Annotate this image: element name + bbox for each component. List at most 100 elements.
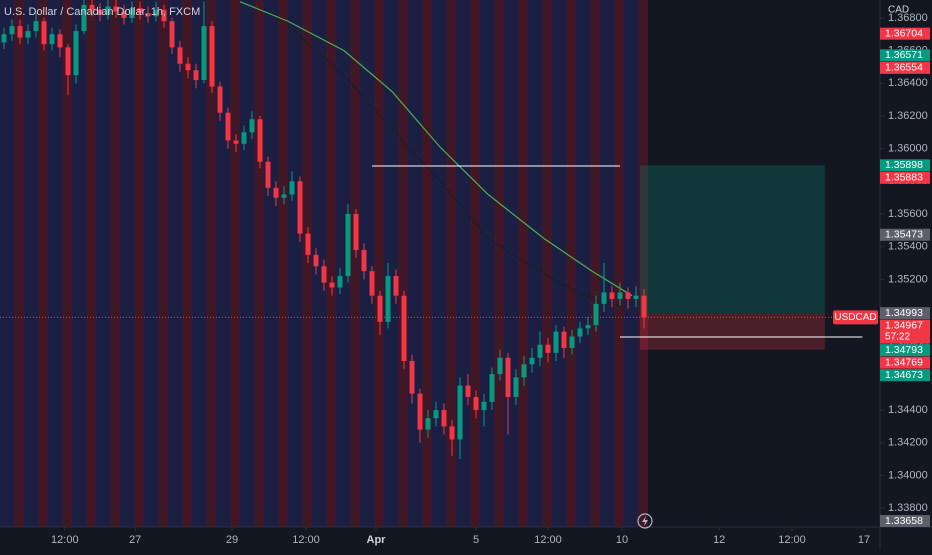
position-stop: [640, 313, 825, 350]
x-tick-label: 12:00: [292, 534, 320, 546]
price-tag-label: 1.34673: [885, 369, 923, 381]
candle-body: [617, 292, 623, 299]
session-band: [120, 0, 134, 527]
x-tick-label: 10: [616, 534, 628, 546]
candle-body: [337, 276, 343, 288]
candle-body: [425, 418, 431, 430]
session-band: [408, 0, 422, 527]
candle-body: [529, 357, 535, 365]
x-tick-label: 12:00: [534, 534, 562, 546]
candle-body: [217, 86, 223, 113]
position-target: [640, 165, 825, 314]
price-tag-label: 1.35898: [885, 159, 923, 171]
y-tick-label: 1.35400: [888, 241, 928, 253]
candle-body: [257, 119, 263, 162]
candle-body: [105, 6, 111, 15]
candle-body: [9, 26, 15, 35]
session-band: [278, 0, 288, 527]
price-tag-label: 1.35883: [885, 172, 923, 184]
session-band: [600, 0, 614, 527]
candle-body: [545, 344, 551, 353]
candle-body: [185, 63, 191, 71]
candle-body: [113, 6, 119, 12]
session-band: [576, 0, 590, 527]
candle-body: [449, 426, 455, 440]
candle-body: [601, 292, 607, 304]
candle-body: [553, 331, 559, 353]
icon-circle[interactable]: [637, 513, 653, 529]
candle-body: [25, 31, 31, 38]
candle-body: [353, 214, 359, 250]
candle-body: [129, 8, 135, 18]
y-tick-label: 1.35200: [888, 273, 928, 285]
price-tag: [880, 369, 930, 382]
session-band: [62, 0, 72, 527]
y-tick-label: 1.34200: [888, 437, 928, 449]
candle-body: [609, 292, 615, 299]
candle-body: [521, 364, 527, 378]
price-tag-label: 1.34967: [885, 319, 923, 331]
candle-body: [297, 181, 303, 234]
session-band: [110, 0, 120, 527]
candle-body: [625, 292, 631, 299]
chart-title: U.S. Dollar / Canadian Dollar, 1h, FXCM: [4, 6, 200, 18]
candle-body: [201, 26, 207, 81]
candle-body: [401, 295, 407, 362]
candle-body: [457, 385, 463, 440]
session-band: [480, 0, 494, 527]
x-tick-label: 12: [713, 534, 725, 546]
session-band: [0, 0, 14, 527]
price-tag: [880, 319, 930, 344]
price-tag-label: 1.34993: [885, 307, 923, 319]
session-shading: [0, 0, 648, 527]
session-band: [624, 0, 638, 527]
candle-body: [577, 328, 583, 337]
session-band: [182, 0, 192, 527]
session-band: [518, 0, 528, 527]
candle-body: [209, 26, 215, 87]
session-band: [134, 0, 144, 527]
session-band: [38, 0, 48, 527]
replay-icon[interactable]: [637, 513, 653, 529]
session-band: [144, 0, 158, 527]
candle-body: [641, 295, 647, 318]
candle-body: [193, 70, 199, 81]
currency: CAD: [888, 5, 909, 16]
price-tag-label: 1.33658: [885, 515, 923, 527]
price-tag-label: 1.35473: [885, 229, 923, 241]
candle-body: [569, 336, 575, 348]
y-tick-label: 1.34000: [888, 469, 928, 481]
session-band: [96, 0, 110, 527]
candle-body: [321, 266, 327, 283]
candle-body: [153, 9, 159, 17]
candle-body: [489, 374, 495, 402]
candle-body: [329, 282, 335, 288]
icon-bolt[interactable]: [642, 516, 648, 526]
candle-body: [377, 295, 383, 322]
session-band: [158, 0, 168, 527]
candle-body: [1, 34, 7, 43]
y-tick-label: 1.33800: [888, 502, 928, 514]
session-band: [446, 0, 456, 527]
candle-body: [465, 385, 471, 397]
y-tick-label: 1.34400: [888, 404, 928, 416]
countdown-label: 57:22: [885, 331, 910, 342]
candle-body: [561, 331, 567, 348]
x-tick-label: 27: [129, 534, 141, 546]
candle-body: [17, 26, 23, 38]
candle-body: [169, 21, 175, 48]
x-tick-label: 29: [226, 534, 238, 546]
candle-body: [433, 410, 439, 419]
plot: [0, 0, 880, 460]
session-band: [360, 0, 374, 527]
moving-average: [239, 1, 633, 297]
session-band: [24, 0, 38, 527]
candle-body: [49, 34, 55, 45]
price-tag: [880, 27, 930, 40]
session-band: [302, 0, 312, 527]
session-band: [528, 0, 542, 527]
candle-body: [385, 276, 391, 322]
candle-body: [409, 361, 415, 394]
candle-body: [65, 47, 71, 76]
